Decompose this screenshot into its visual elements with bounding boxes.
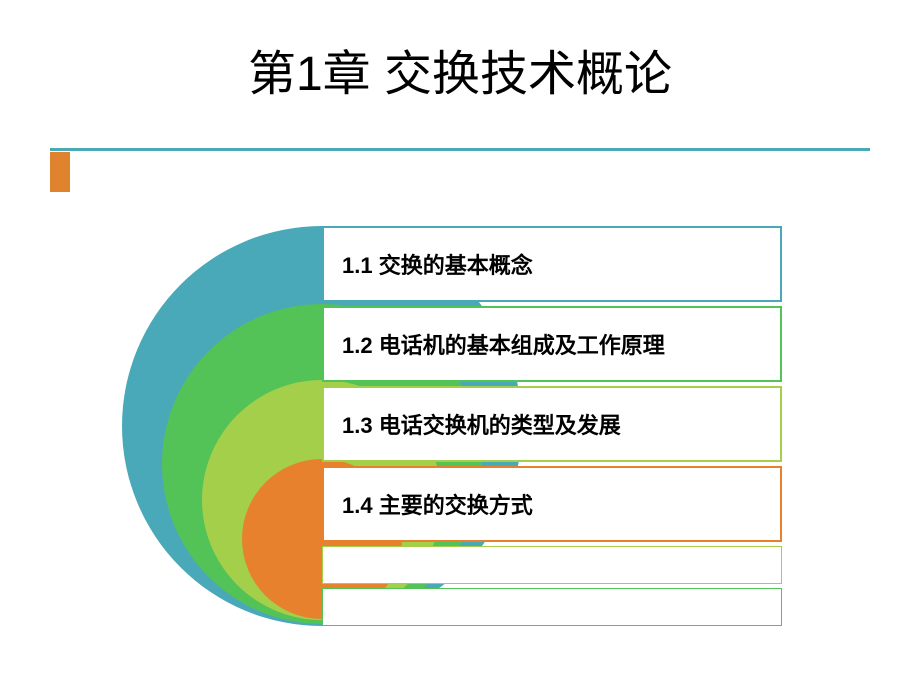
outline-item-6 xyxy=(322,588,782,626)
page-title: 第1章 交换技术概论 xyxy=(0,34,920,104)
outline-item-label: 1.2 电话机的基本组成及工作原理 xyxy=(342,328,665,360)
outline-item-2: 1.2 电话机的基本组成及工作原理 xyxy=(322,306,782,382)
title-accent-bar xyxy=(50,152,70,192)
outline-item-4: 1.4 主要的交换方式 xyxy=(322,466,782,542)
outline-item-3: 1.3 电话交换机的类型及发展 xyxy=(322,386,782,462)
arc-right-cover xyxy=(322,626,782,690)
outline-item-label: 1.3 电话交换机的类型及发展 xyxy=(342,408,621,440)
outline-item-label: 1.1 交换的基本概念 xyxy=(342,248,533,280)
outline-item-5 xyxy=(322,546,782,584)
outline-item-label: 1.4 主要的交换方式 xyxy=(342,488,533,520)
title-underline xyxy=(50,148,870,151)
outline-item-1: 1.1 交换的基本概念 xyxy=(322,226,782,302)
